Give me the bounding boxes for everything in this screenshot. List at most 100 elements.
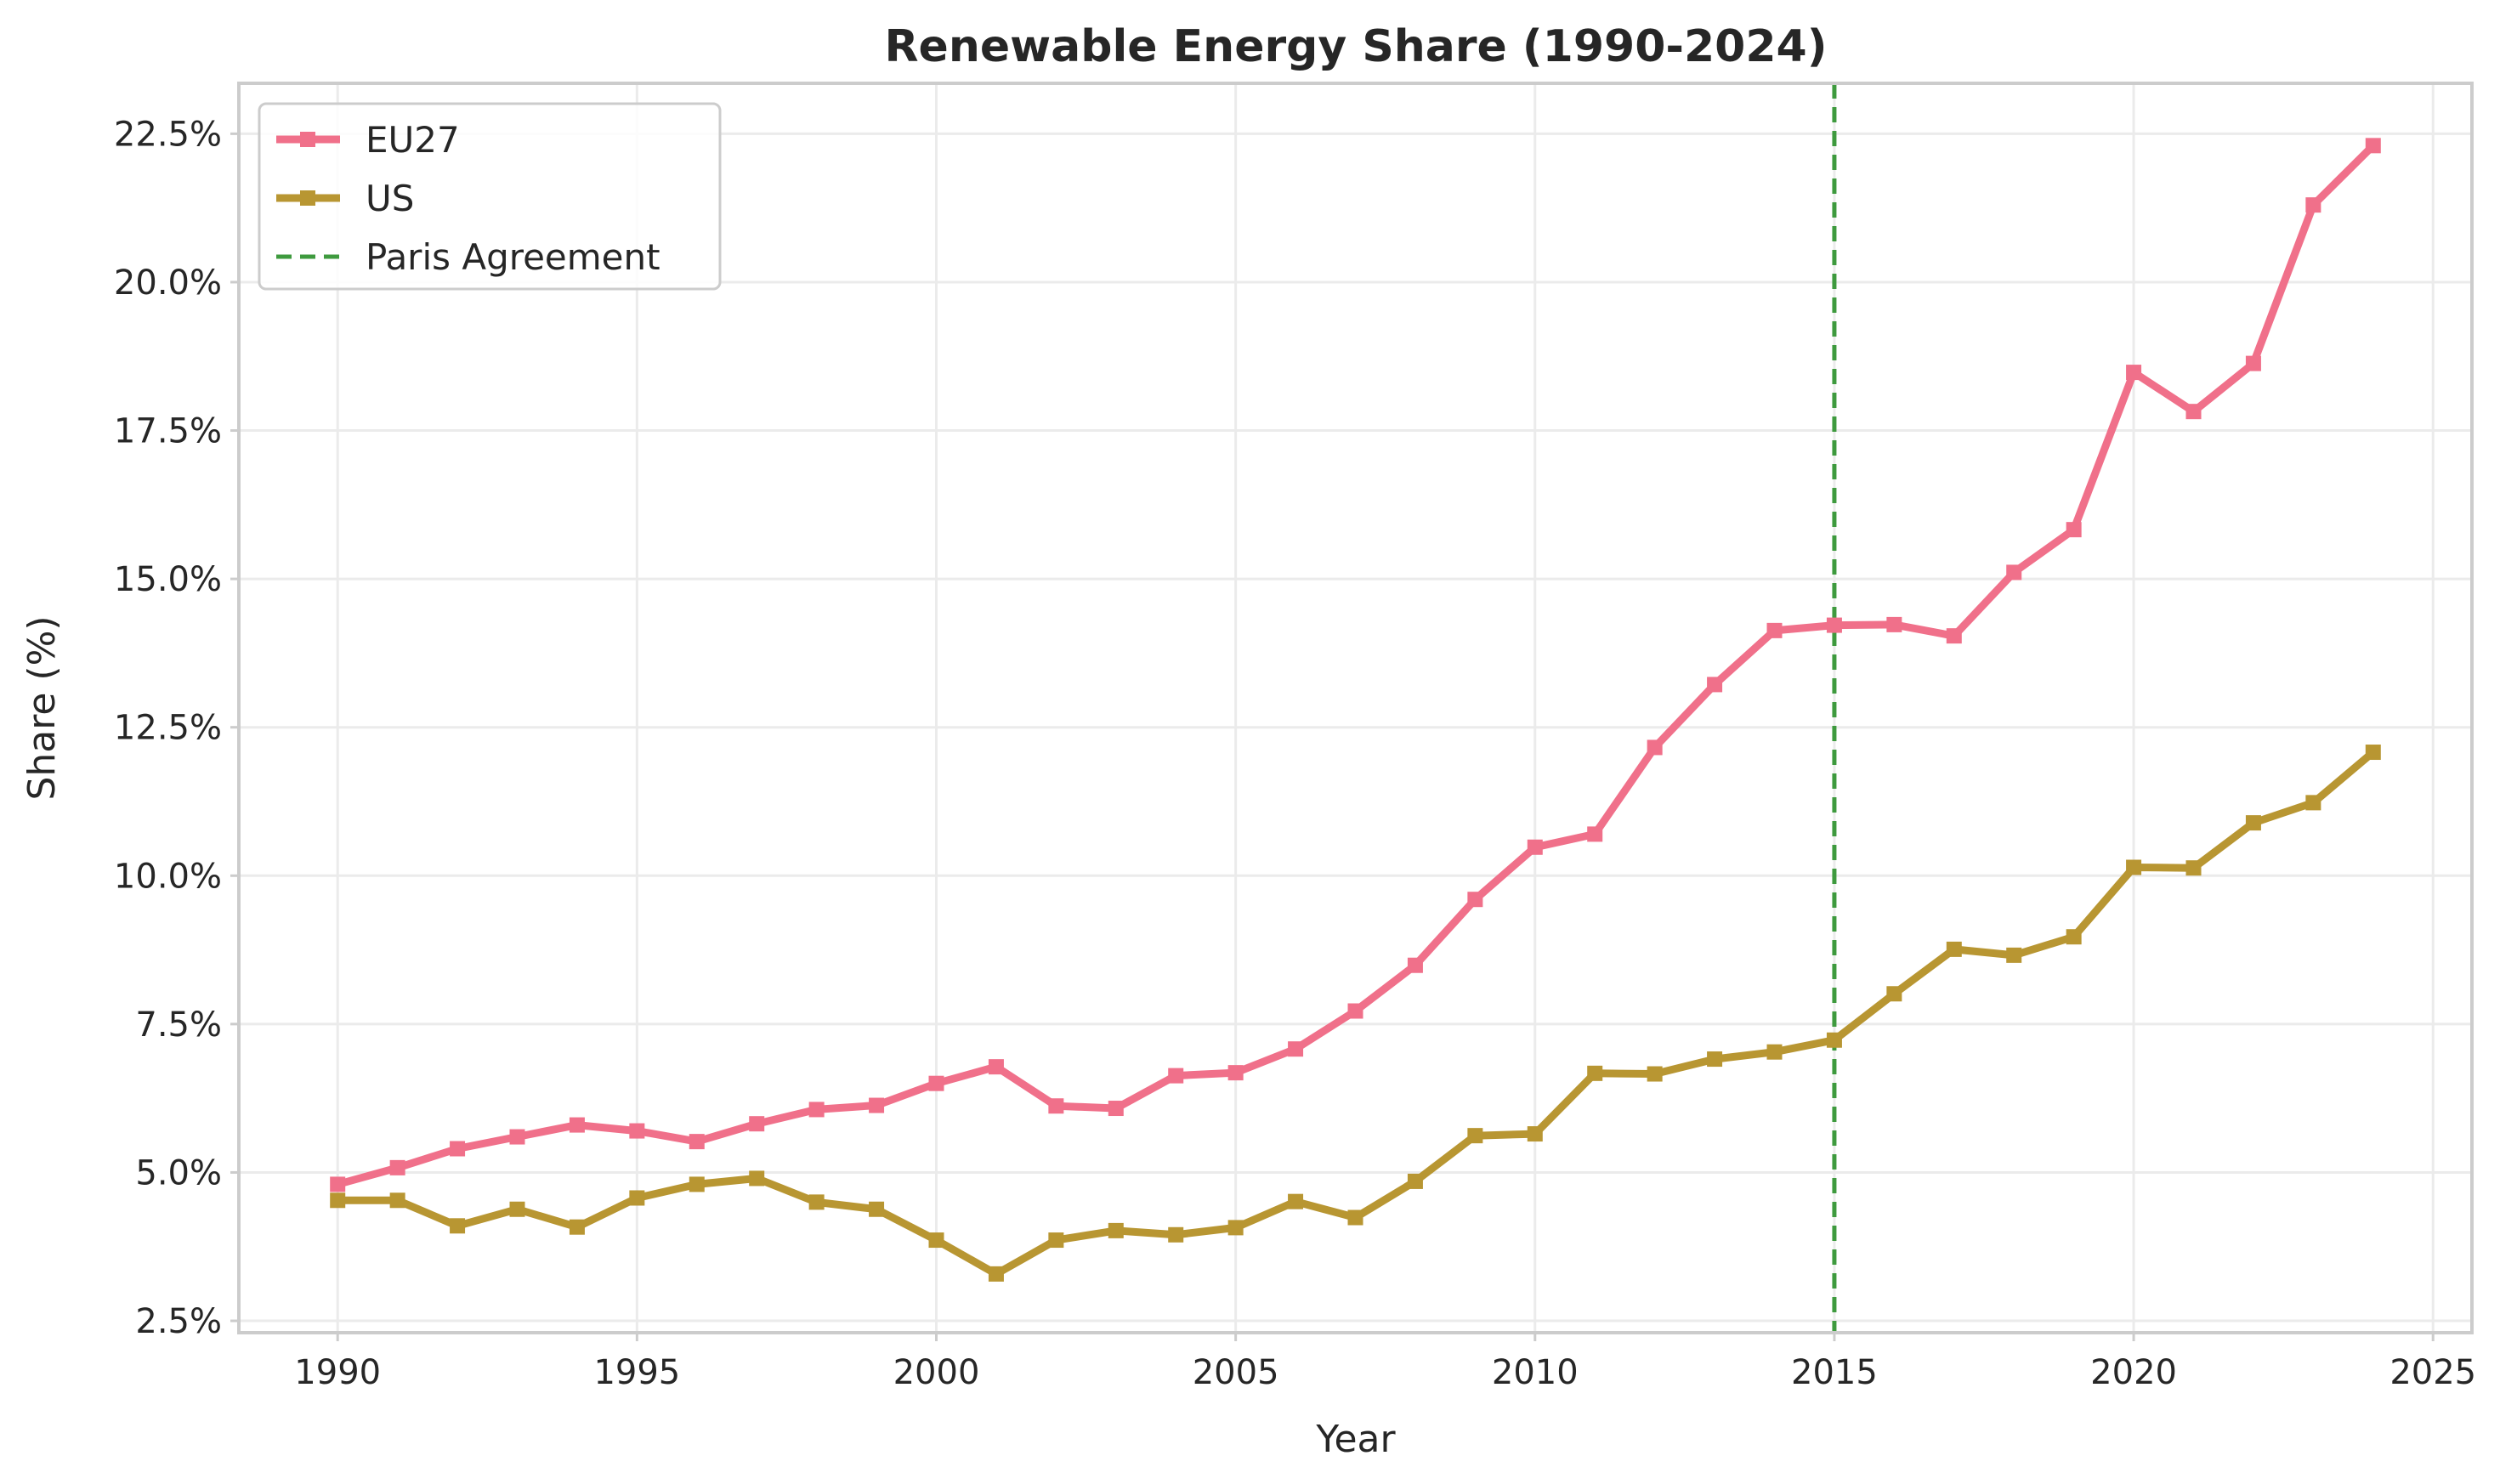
data-point-eu27 bbox=[689, 1134, 705, 1150]
series-eu27 bbox=[330, 138, 2381, 1192]
data-point-eu27 bbox=[2006, 564, 2022, 581]
data-point-eu27 bbox=[1467, 892, 1483, 908]
data-point-eu27 bbox=[1168, 1068, 1184, 1084]
data-point-eu27 bbox=[2126, 365, 2142, 381]
data-point-us bbox=[2365, 745, 2381, 761]
series-line-eu27 bbox=[333, 141, 2378, 1188]
data-point-eu27 bbox=[569, 1117, 585, 1133]
data-point-us bbox=[1886, 986, 1902, 1002]
data-point-us bbox=[629, 1190, 645, 1206]
data-point-eu27 bbox=[1527, 839, 1543, 855]
data-point-us bbox=[869, 1201, 885, 1217]
data-point-us bbox=[450, 1218, 466, 1234]
data-point-us bbox=[2185, 860, 2202, 876]
data-point-eu27 bbox=[629, 1123, 645, 1139]
data-point-us bbox=[988, 1266, 1004, 1282]
x-tick-label: 2010 bbox=[1492, 1353, 1579, 1392]
x-tick-label: 2000 bbox=[893, 1353, 980, 1392]
data-point-us bbox=[2245, 815, 2261, 831]
data-point-us bbox=[569, 1219, 585, 1235]
legend-item-us: US bbox=[276, 178, 414, 219]
x-tick-labels: 1990 1995 2000 2005 2010 2015 2020 2025 bbox=[294, 1333, 2476, 1392]
legend-label: Paris Agreement bbox=[366, 236, 660, 278]
data-point-us bbox=[1707, 1051, 1723, 1068]
data-point-us bbox=[1527, 1126, 1543, 1142]
data-point-eu27 bbox=[988, 1059, 1004, 1075]
data-point-us bbox=[2066, 929, 2082, 945]
series-layer bbox=[330, 138, 2381, 1282]
y-tick-label: 10.0% bbox=[114, 857, 222, 896]
plot-frame bbox=[237, 82, 2474, 1334]
x-tick-label: 1995 bbox=[593, 1353, 680, 1392]
data-point-eu27 bbox=[509, 1129, 525, 1145]
data-point-us bbox=[2006, 947, 2022, 963]
data-point-eu27 bbox=[1886, 616, 1902, 632]
series-us bbox=[330, 745, 2381, 1282]
legend-label: US bbox=[366, 178, 414, 219]
data-point-us bbox=[1347, 1209, 1363, 1226]
data-point-us bbox=[928, 1232, 944, 1249]
data-point-eu27 bbox=[2066, 522, 2082, 538]
data-point-us bbox=[1407, 1173, 1423, 1189]
data-point-eu27 bbox=[2365, 138, 2381, 154]
data-point-us bbox=[1467, 1128, 1483, 1144]
x-axis-label: Year bbox=[1315, 1418, 1396, 1461]
x-tick-label: 2020 bbox=[2090, 1353, 2177, 1392]
data-point-us bbox=[2126, 859, 2142, 875]
data-point-eu27 bbox=[1048, 1098, 1064, 1114]
chart-title: Renewable Energy Share (1990-2024) bbox=[885, 21, 1828, 72]
data-point-eu27 bbox=[1766, 622, 1783, 638]
legend-item-paris-agreement: Paris Agreement bbox=[276, 236, 660, 278]
data-point-eu27 bbox=[2185, 404, 2202, 420]
data-point-eu27 bbox=[928, 1075, 944, 1091]
data-point-eu27 bbox=[749, 1116, 765, 1132]
data-point-us bbox=[1108, 1222, 1124, 1238]
data-point-us bbox=[2305, 795, 2321, 811]
y-tick-label: 12.5% bbox=[114, 709, 222, 748]
data-point-eu27 bbox=[2305, 197, 2321, 213]
data-point-eu27 bbox=[450, 1141, 466, 1157]
data-point-eu27 bbox=[1347, 1003, 1363, 1019]
y-tick-labels: 2.5% 5.0% 7.5% 10.0% 12.5% 15.0% 17.5% 20.0% 22.… bbox=[114, 115, 239, 1341]
data-point-us bbox=[1766, 1044, 1783, 1060]
data-point-us bbox=[1647, 1066, 1663, 1082]
x-tick-label: 2015 bbox=[1791, 1353, 1878, 1392]
data-point-us bbox=[1227, 1220, 1244, 1236]
y-tick-label: 2.5% bbox=[135, 1302, 222, 1341]
data-point-eu27 bbox=[1826, 617, 1842, 633]
data-point-eu27 bbox=[1288, 1041, 1304, 1057]
y-tick-label: 22.5% bbox=[114, 115, 222, 154]
data-point-us bbox=[689, 1176, 705, 1192]
y-tick-label: 17.5% bbox=[114, 412, 222, 451]
legend-marker bbox=[300, 190, 315, 206]
legend-marker bbox=[300, 132, 315, 147]
data-point-eu27 bbox=[1108, 1101, 1124, 1117]
data-point-eu27 bbox=[1647, 739, 1663, 756]
data-point-eu27 bbox=[1227, 1065, 1244, 1081]
data-point-eu27 bbox=[1946, 628, 1962, 644]
data-point-eu27 bbox=[808, 1102, 825, 1118]
y-tick-label: 20.0% bbox=[114, 263, 222, 303]
data-point-us bbox=[1587, 1065, 1603, 1081]
y-axis-label: Share (%) bbox=[20, 615, 64, 800]
data-point-us bbox=[330, 1192, 346, 1209]
y-tick-label: 7.5% bbox=[135, 1005, 222, 1045]
legend-label: EU27 bbox=[366, 119, 460, 161]
x-tick-label: 2025 bbox=[2389, 1353, 2476, 1392]
data-point-eu27 bbox=[389, 1159, 405, 1175]
data-point-us bbox=[1168, 1226, 1184, 1243]
data-point-us bbox=[1826, 1032, 1842, 1048]
legend-box bbox=[258, 102, 722, 291]
data-point-us bbox=[808, 1194, 825, 1210]
x-tick-label: 2005 bbox=[1193, 1353, 1279, 1392]
data-point-eu27 bbox=[869, 1097, 885, 1113]
y-tick-label: 15.0% bbox=[114, 560, 222, 599]
data-point-us bbox=[509, 1201, 525, 1217]
y-tick-label: 5.0% bbox=[135, 1153, 222, 1192]
data-point-eu27 bbox=[1707, 677, 1723, 693]
data-point-eu27 bbox=[2245, 355, 2261, 371]
data-point-eu27 bbox=[330, 1176, 346, 1192]
data-point-eu27 bbox=[1407, 957, 1423, 973]
